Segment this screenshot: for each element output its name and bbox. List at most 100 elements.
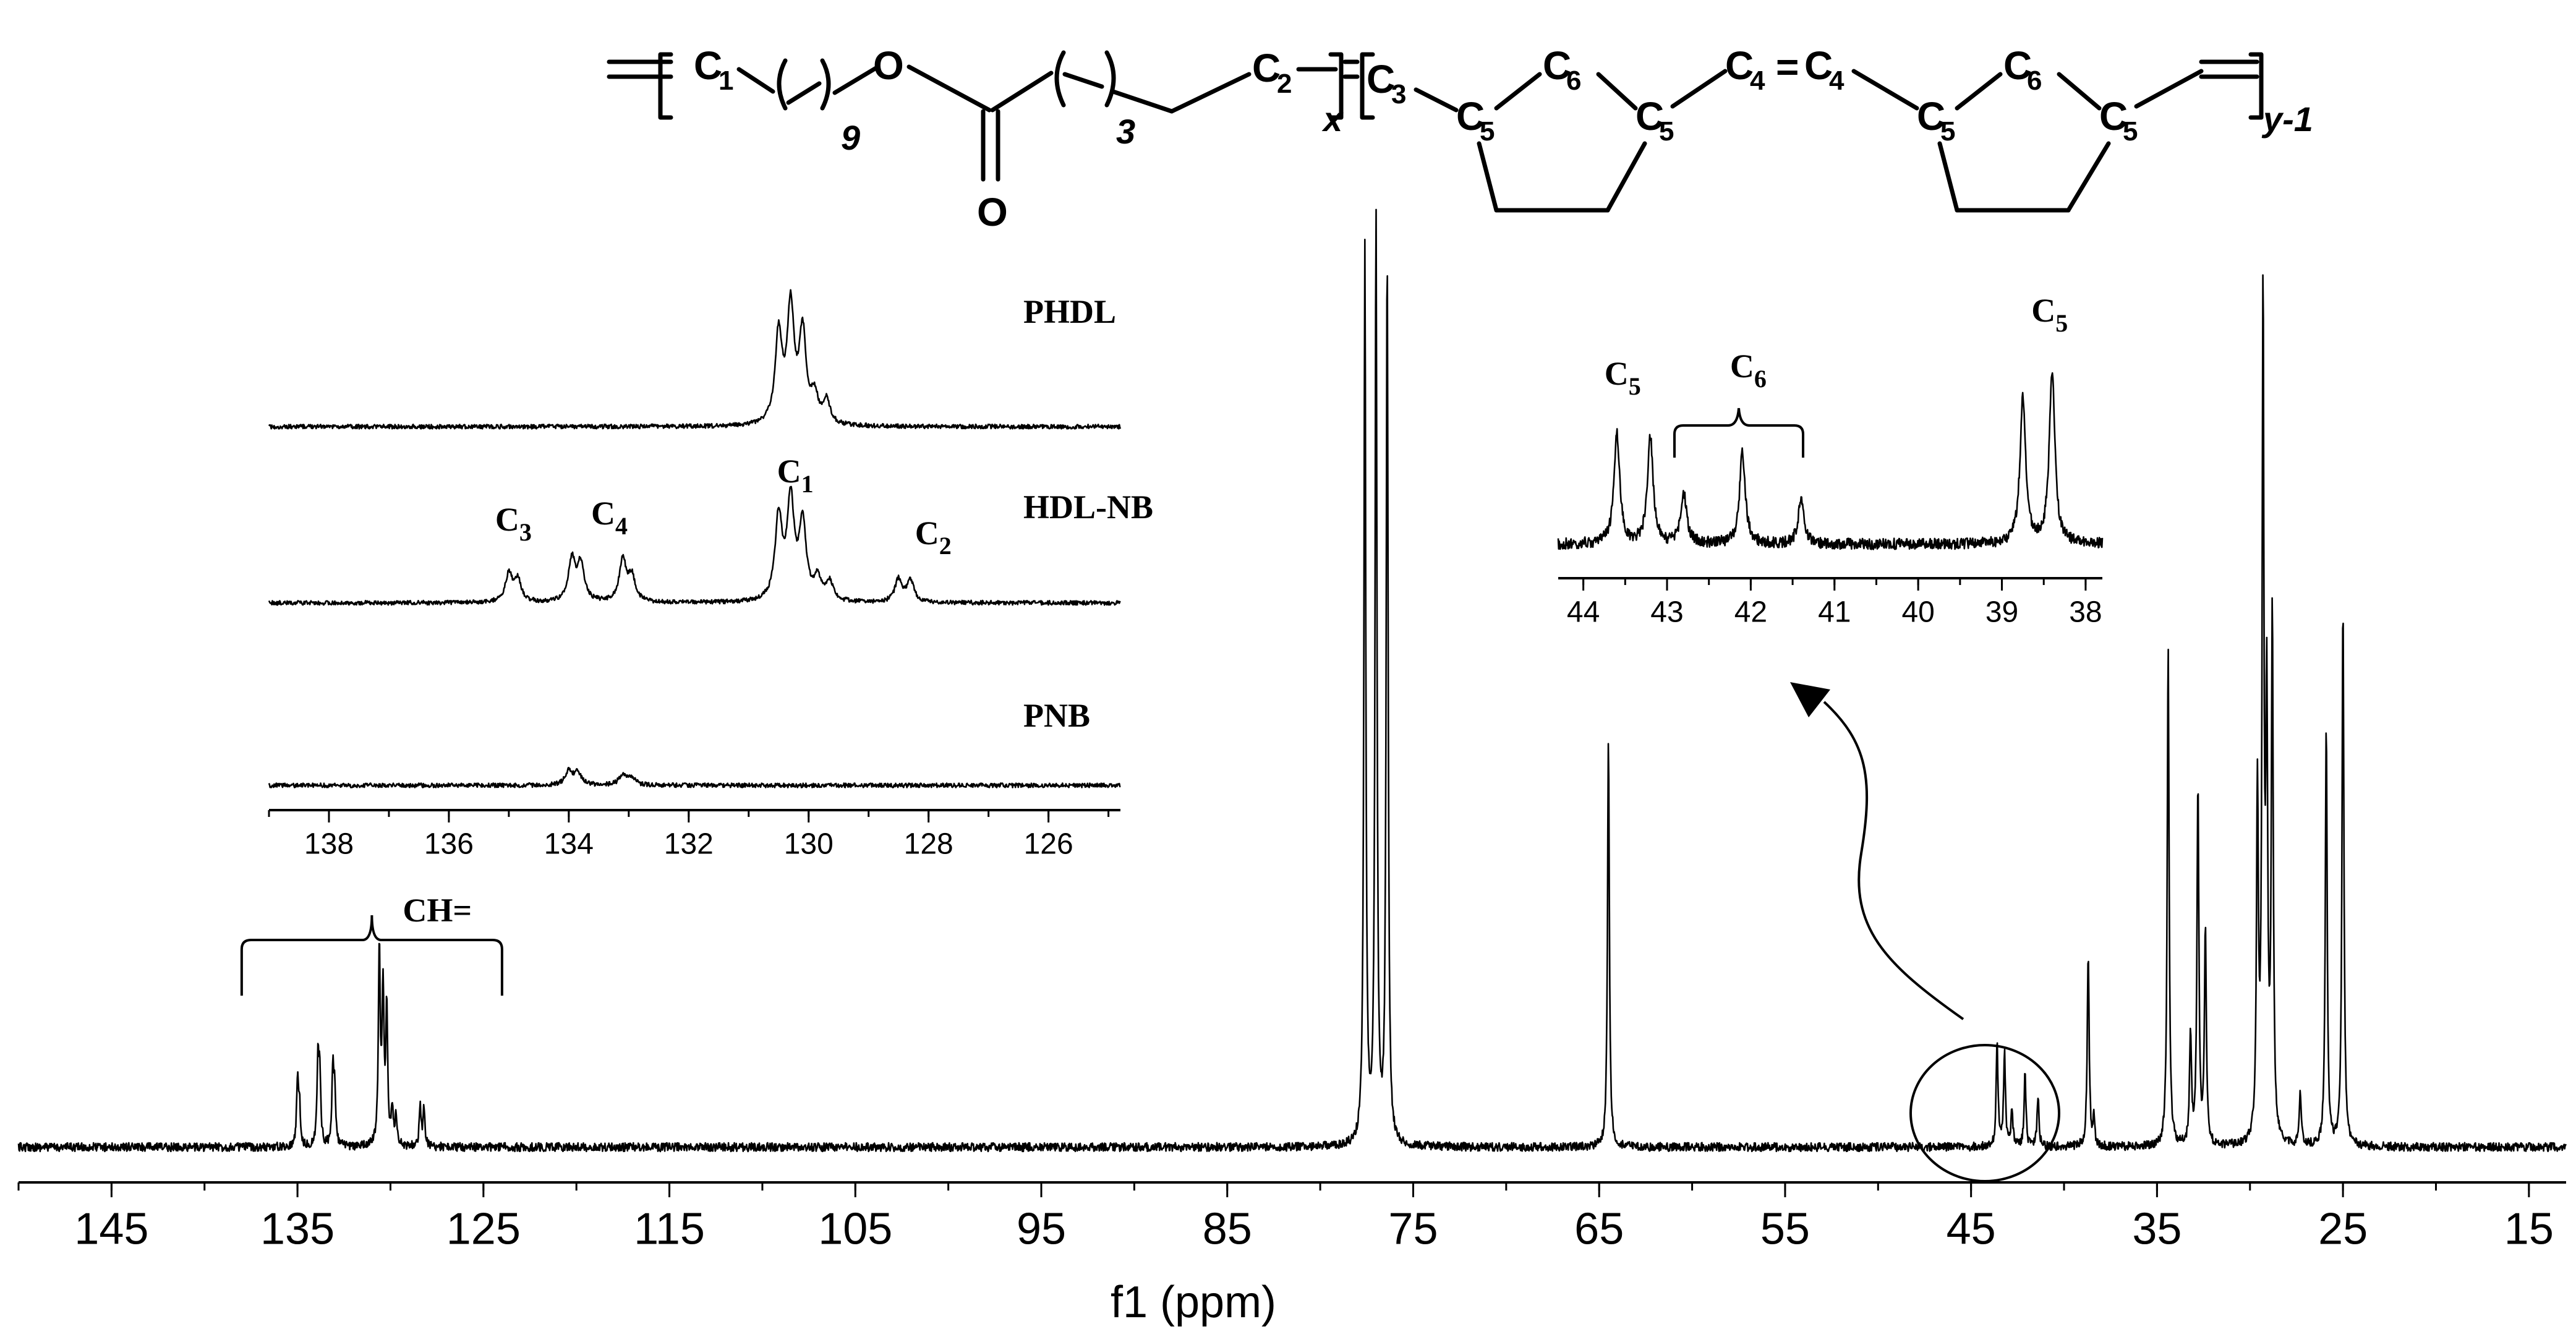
main-spectrum: 145 135 125 115 105 95 85 75 65 55 45 35 25 15 f1 (pp…: [17, 208, 2567, 1327]
tick-label: 138: [304, 827, 354, 860]
series-label-phdl: PHDL: [1023, 293, 1116, 330]
tick-label: 134: [544, 827, 594, 860]
bracket-y-left: [1360, 52, 1375, 120]
atom-c1: C: [694, 43, 722, 88]
repeat-x: x: [1321, 100, 1344, 139]
tick-label: 35: [2132, 1205, 2181, 1254]
tick-label: 40: [1901, 596, 1934, 628]
tick-label: 45: [1947, 1205, 1996, 1254]
inset-alkene: 138 136 134 132 130 128 126 PHDL HDL-NB PNB C3…: [268, 289, 1153, 860]
zoom-circle: [1909, 1044, 2060, 1182]
atom-c5-c-sub: 5: [1940, 116, 1955, 147]
peak-label-c4: C4: [591, 495, 628, 540]
bracket-x-left: [658, 52, 673, 120]
repeat-3: 3: [1116, 112, 1135, 151]
main-x-tick-labels: 145 135 125 115 105 95 85 75 65 55 45 35 25 15: [74, 1205, 2554, 1254]
tick-label: 136: [424, 827, 474, 860]
peak-label-c2: C2: [915, 515, 952, 560]
inset-alkene-traces: [268, 289, 1122, 788]
main-spectrum-trace: [17, 208, 2567, 1153]
atom-c6-b: C: [2003, 43, 2032, 88]
atom-c4-b-sub: 4: [1829, 66, 1845, 96]
inset-alkene-peak-labels: C3 C4 C1 C2: [495, 453, 952, 560]
tick-label: 42: [1734, 596, 1767, 628]
peak-label-c3: C3: [495, 501, 532, 546]
tick-label: 132: [664, 827, 714, 860]
atom-c1-sub: 1: [719, 66, 733, 96]
tick-label: 41: [1818, 596, 1851, 628]
atom-c5-d: C: [2099, 94, 2128, 139]
atom-c5-b-sub: 5: [1659, 116, 1674, 147]
atom-ester-o: O: [873, 43, 904, 88]
inset-alkene-tick-labels: 138 136 134 132 130 128 126: [304, 827, 1073, 860]
inset-alkene-ticks: [268, 810, 1110, 822]
atom-c5-d-sub: 5: [2123, 116, 2138, 147]
tick-label: 65: [1574, 1205, 1624, 1254]
inset-aliphatic-peak-labels: C5 C6 C5: [1605, 292, 2068, 400]
atom-c2-sub: 2: [1277, 69, 1292, 99]
tick-label: 125: [446, 1205, 521, 1254]
paren-9-left: [777, 58, 788, 111]
tick-label: 38: [2069, 596, 2102, 628]
tick-label: 75: [1388, 1205, 1438, 1254]
tick-label: 115: [634, 1205, 705, 1254]
atom-c3: C: [1367, 57, 1395, 101]
peak-label-c1: C1: [777, 453, 814, 498]
series-label-pnb: PNB: [1023, 697, 1090, 734]
tick-label: 85: [1203, 1205, 1252, 1254]
atom-carbonyl-o: O: [977, 190, 1008, 234]
tick-label: 145: [74, 1205, 148, 1254]
tick-label: 126: [1024, 827, 1073, 860]
inset-aliphatic-trace: [1557, 372, 2104, 550]
paren-9-right: [820, 58, 831, 111]
aliphatic-peak-label-c6: C6: [1730, 348, 1767, 393]
paren-3-right: [1104, 50, 1116, 108]
inset-trace-hdl-nb: [268, 485, 1121, 606]
bracket-y-right: [2248, 52, 2264, 120]
atom-c5-a: C: [1456, 94, 1485, 139]
repeat-9: 9: [841, 118, 860, 157]
atom-c6-a: C: [1543, 43, 1571, 88]
aliphatic-peak-label-c5: C5: [2031, 292, 2068, 337]
double-bond-sign: =: [1776, 45, 1799, 89]
ch-annotation: CH=: [403, 892, 472, 929]
tick-label: 128: [904, 827, 953, 860]
tick-label: 44: [1567, 596, 1600, 628]
main-x-ticks: [17, 1182, 2530, 1197]
inset-aliphatic-tick-labels: 44 43 42 41 40 39 38: [1567, 596, 2102, 628]
bracket-x-right: [1328, 52, 1344, 120]
atom-c3-sub: 3: [1391, 79, 1406, 109]
tick-label: 135: [260, 1205, 335, 1254]
tick-label: 43: [1650, 596, 1683, 628]
inset-aliphatic-ticks: [1582, 578, 2087, 591]
atom-c2: C: [1252, 46, 1281, 90]
tick-label: 15: [2504, 1205, 2554, 1254]
tick-label: 130: [784, 827, 834, 860]
main-x-axis-label: f1 (ppm): [1111, 1278, 1276, 1327]
atom-c4-b: C: [1804, 43, 1833, 88]
aliphatic-peak-label-c5: C5: [1605, 355, 1641, 400]
atom-c5-a-sub: 5: [1480, 116, 1495, 147]
zoom-arrow: [1823, 701, 1964, 1020]
inset-aliphatic: 44 43 42 41 40 39 38 C5 C6 C5: [1557, 292, 2104, 628]
tick-label: 105: [818, 1205, 892, 1254]
atom-c4-a: C: [1725, 43, 1754, 88]
atom-c6-b-sub: 6: [2027, 66, 2042, 96]
inset-trace-pnb: [268, 767, 1121, 788]
tick-label: 39: [1985, 596, 2018, 628]
tick-label: 25: [2318, 1205, 2368, 1254]
atom-c4-a-sub: 4: [1750, 66, 1765, 96]
atom-c6-a-sub: 6: [1566, 66, 1581, 96]
atom-c5-b: C: [1636, 94, 1664, 139]
c6-brace: [1673, 408, 1804, 458]
repeat-y: y-1: [2261, 100, 2313, 139]
tick-label: 95: [1017, 1205, 1066, 1254]
inset-trace-phdl: [268, 289, 1122, 430]
series-label-hdl-nb: HDL-NB: [1023, 489, 1153, 526]
paren-3-left: [1054, 50, 1066, 108]
chemical-structure: C 1 9 O O 3 C 2 x C 3 C 5: [607, 43, 2313, 234]
atom-c5-c: C: [1917, 94, 1945, 139]
ch-brace: [240, 915, 503, 996]
tick-label: 55: [1760, 1205, 1810, 1254]
